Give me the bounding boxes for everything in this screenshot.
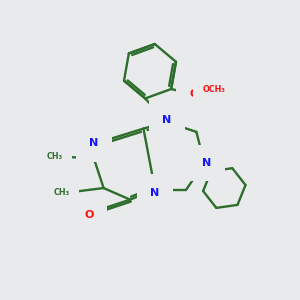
Text: O: O <box>84 210 94 220</box>
Text: OCH₃: OCH₃ <box>202 85 225 94</box>
Text: N: N <box>150 188 160 197</box>
Text: N: N <box>89 139 99 148</box>
Text: N: N <box>162 115 171 125</box>
Text: CH₃: CH₃ <box>53 188 70 197</box>
Text: O: O <box>189 89 199 99</box>
Text: N: N <box>202 158 212 168</box>
Text: CH₃: CH₃ <box>46 152 63 161</box>
